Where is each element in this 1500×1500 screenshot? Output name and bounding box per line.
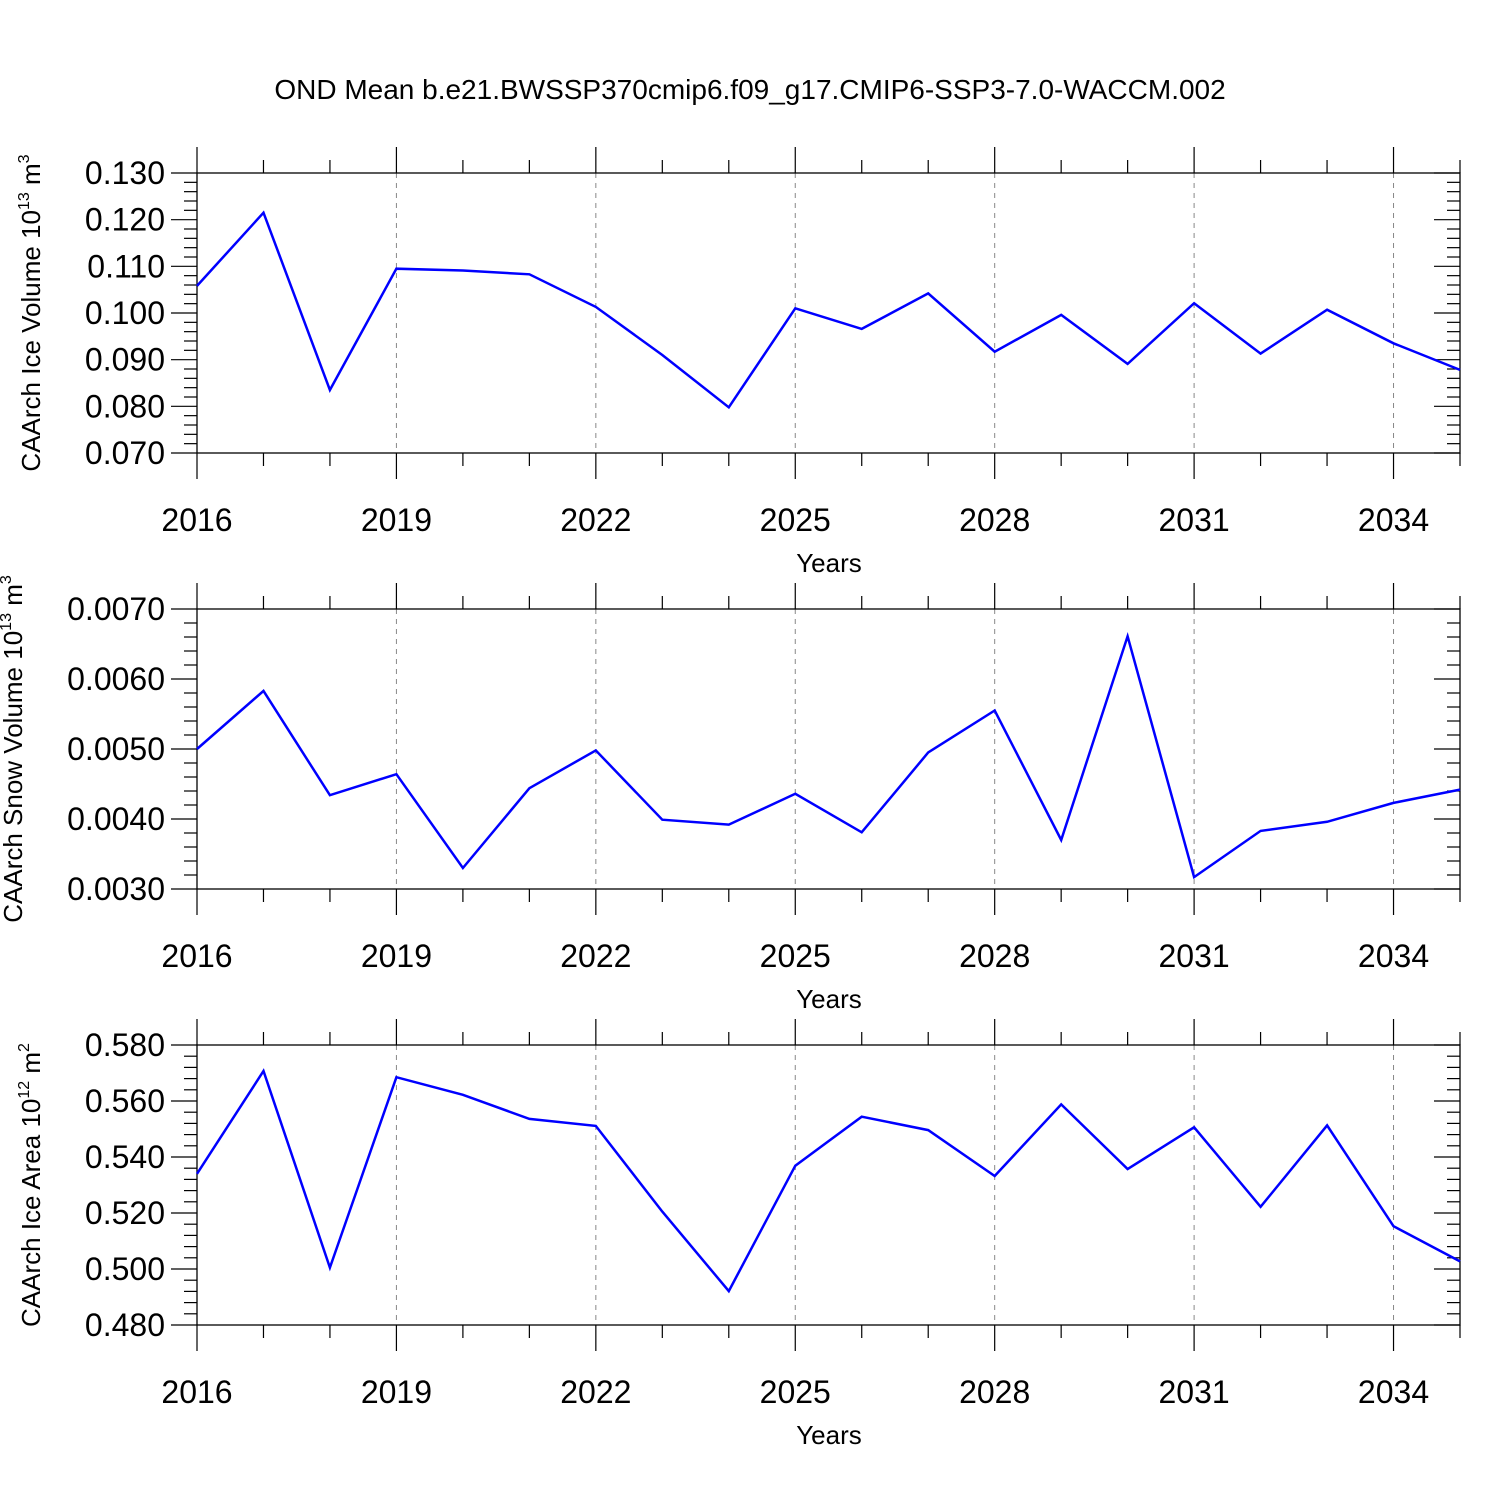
x-tick-label: 2016 bbox=[161, 502, 232, 538]
x-tick-label: 2025 bbox=[760, 938, 831, 974]
y-tick-label: 0.480 bbox=[85, 1307, 165, 1343]
x-tick-label: 2034 bbox=[1358, 1374, 1429, 1410]
x-tick-label: 2019 bbox=[361, 502, 432, 538]
y-tick-label: 0.130 bbox=[85, 155, 165, 191]
y-tick-label: 0.0050 bbox=[67, 731, 165, 767]
y-tick-label: 0.500 bbox=[85, 1251, 165, 1287]
x-tick-label: 2028 bbox=[959, 1374, 1030, 1410]
x-axis-label: Years bbox=[796, 1420, 862, 1450]
x-tick-label: 2025 bbox=[760, 1374, 831, 1410]
series-line-1 bbox=[196, 210, 1461, 410]
y-axis-label: CAArch Ice Area 1012 m2 bbox=[16, 1043, 46, 1327]
figure-title: OND Mean b.e21.BWSSP370cmip6.f09_g17.CMI… bbox=[274, 74, 1225, 105]
x-axis-label: Years bbox=[796, 548, 862, 578]
y-axis-label: CAArch Snow Volume 1013 m3 bbox=[0, 575, 28, 923]
x-tick-label: 2022 bbox=[560, 938, 631, 974]
x-tick-label: 2031 bbox=[1159, 1374, 1230, 1410]
x-tick-label: 2028 bbox=[959, 502, 1030, 538]
x-tick-label: 2031 bbox=[1159, 938, 1230, 974]
x-tick-label: 2016 bbox=[161, 1374, 232, 1410]
x-tick-label: 2019 bbox=[361, 1374, 432, 1410]
y-tick-label: 0.0030 bbox=[67, 871, 165, 907]
x-tick-label: 2022 bbox=[560, 1374, 631, 1410]
y-axis-label: CAArch Ice Volume 1013 m3 bbox=[16, 154, 46, 471]
x-tick-label: 2031 bbox=[1159, 502, 1230, 538]
x-tick-label: 2034 bbox=[1358, 502, 1429, 538]
y-tick-label: 0.0040 bbox=[67, 801, 165, 837]
x-tick-label: 2034 bbox=[1358, 938, 1429, 974]
x-tick-label: 2025 bbox=[760, 502, 831, 538]
x-tick-label: 2019 bbox=[361, 938, 432, 974]
y-tick-label: 0.520 bbox=[85, 1195, 165, 1231]
x-tick-label: 2028 bbox=[959, 938, 1030, 974]
x-tick-label: 2016 bbox=[161, 938, 232, 974]
chart-panel-2: 0.0030 0.0040 0.0050 0.0060 0.0070 2016 2019 20… bbox=[0, 575, 1461, 1014]
chart-panel-1: 0.070 0.080 0.090 0.100 0.110 0.120 0.130 2016 2… bbox=[16, 147, 1461, 578]
plot-frame bbox=[196, 172, 1461, 454]
y-tick-label: 0.100 bbox=[85, 295, 165, 331]
y-tick-label: 0.120 bbox=[85, 202, 165, 238]
plot-frame bbox=[196, 1044, 1461, 1326]
chart-panel-3: 0.480 0.500 0.520 0.540 0.560 0.580 2016 2019 20… bbox=[16, 1019, 1461, 1450]
plot-frame bbox=[196, 608, 1461, 890]
y-tick-label: 0.0070 bbox=[67, 591, 165, 627]
y-tick-label: 0.580 bbox=[85, 1027, 165, 1063]
x-tick-label: 2022 bbox=[560, 502, 631, 538]
y-tick-label: 0.080 bbox=[85, 388, 165, 424]
x-axis-label: Years bbox=[796, 984, 862, 1014]
y-tick-label: 0.0060 bbox=[67, 661, 165, 697]
y-tick-label: 0.540 bbox=[85, 1139, 165, 1175]
y-tick-label: 0.110 bbox=[87, 248, 165, 284]
series-line-1 bbox=[196, 631, 1461, 880]
series-line-1 bbox=[195, 1068, 1461, 1294]
y-tick-label: 0.070 bbox=[85, 435, 165, 471]
y-tick-label: 0.560 bbox=[85, 1083, 165, 1119]
y-tick-label: 0.090 bbox=[85, 342, 165, 378]
